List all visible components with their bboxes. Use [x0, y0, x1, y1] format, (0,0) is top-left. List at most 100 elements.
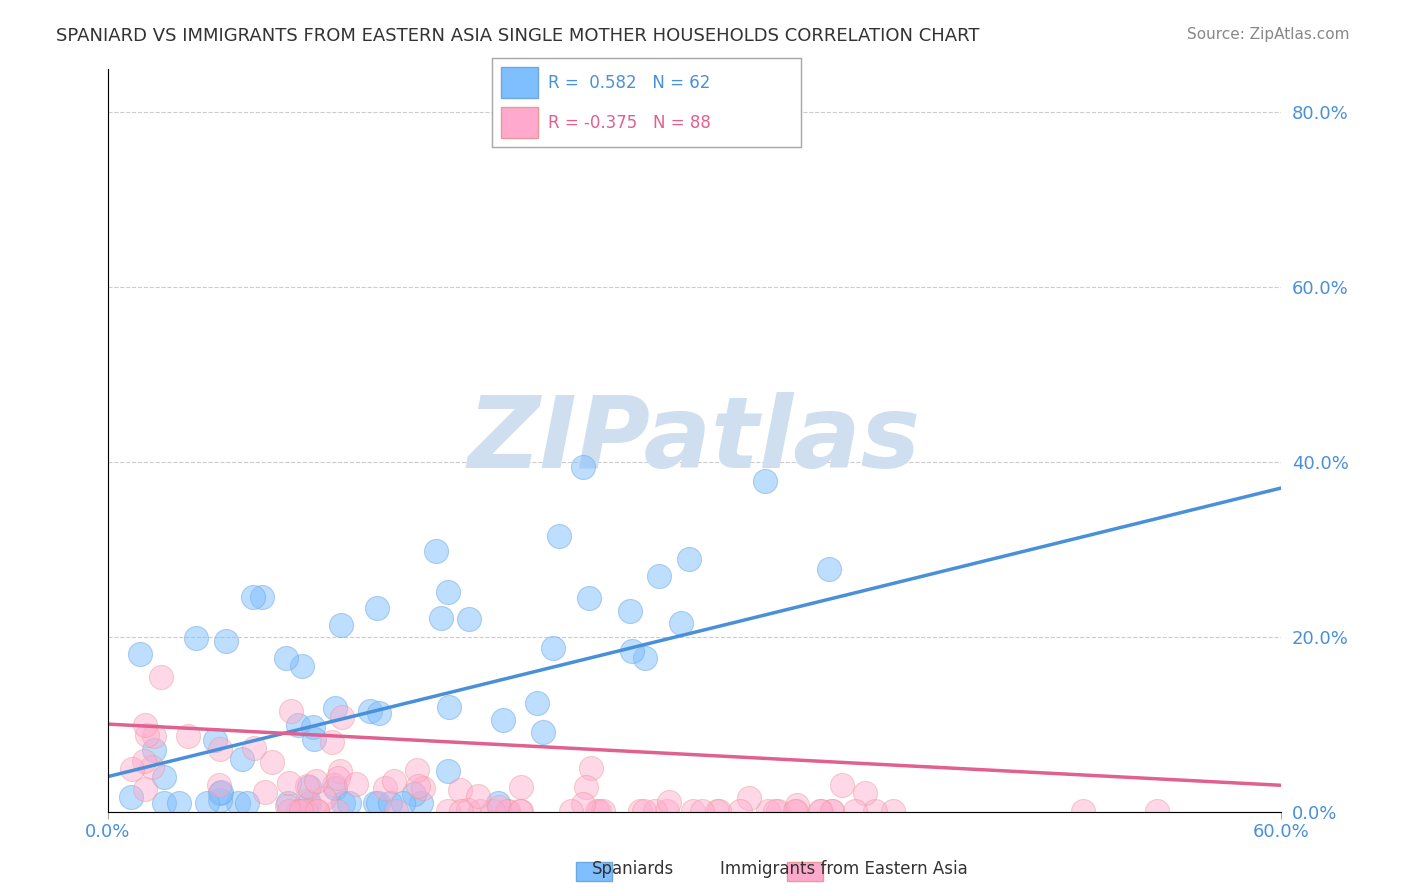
Point	[337, 796, 360, 810]
Point	[152, 796, 174, 810]
Point	[344, 777, 367, 791]
Point	[323, 700, 346, 714]
Point	[1071, 804, 1094, 818]
Point	[195, 796, 218, 810]
Point	[329, 764, 352, 778]
Point	[129, 647, 152, 661]
Point	[298, 780, 321, 795]
Point	[808, 804, 831, 818]
Point	[496, 804, 519, 818]
Point	[325, 781, 347, 796]
Point	[853, 787, 876, 801]
Point	[325, 804, 347, 818]
Point	[405, 764, 427, 778]
Point	[184, 631, 207, 645]
Point	[572, 459, 595, 474]
Point	[382, 774, 405, 789]
Point	[682, 804, 704, 818]
Point	[253, 785, 276, 799]
Point	[380, 796, 402, 810]
Text: Source: ZipAtlas.com: Source: ZipAtlas.com	[1187, 27, 1350, 42]
Text: R = -0.375   N = 88: R = -0.375 N = 88	[548, 114, 710, 132]
Point	[208, 742, 231, 756]
Point	[690, 804, 713, 818]
Text: SPANIARD VS IMMIGRANTS FROM EASTERN ASIA SINGLE MOTHER HOUSEHOLDS CORRELATION CH: SPANIARD VS IMMIGRANTS FROM EASTERN ASIA…	[56, 27, 980, 45]
Point	[486, 796, 509, 810]
Point	[768, 804, 790, 818]
Text: Spaniards: Spaniards	[592, 860, 673, 878]
Point	[294, 804, 316, 818]
Point	[298, 796, 321, 810]
Point	[277, 796, 299, 810]
Point	[644, 804, 666, 818]
Point	[588, 804, 610, 818]
Point	[882, 804, 904, 818]
Point	[364, 796, 387, 810]
Point	[149, 670, 172, 684]
Text: ZIPatlas: ZIPatlas	[468, 392, 921, 489]
Point	[411, 796, 433, 810]
Point	[226, 796, 249, 810]
Point	[305, 774, 328, 789]
Point	[658, 795, 681, 809]
Point	[628, 804, 651, 818]
Point	[481, 804, 503, 818]
Point	[457, 803, 479, 817]
Point	[314, 791, 336, 805]
Point	[592, 804, 614, 818]
Point	[509, 804, 531, 818]
Point	[374, 780, 396, 795]
Point	[585, 804, 607, 818]
Point	[392, 796, 415, 810]
Point	[278, 775, 301, 789]
Bar	[502, 107, 538, 138]
Bar	[502, 67, 538, 98]
Point	[287, 804, 309, 818]
Point	[243, 740, 266, 755]
Point	[541, 640, 564, 655]
Point	[215, 633, 238, 648]
Point	[153, 770, 176, 784]
Point	[406, 779, 429, 793]
Point	[620, 644, 643, 658]
Point	[330, 710, 353, 724]
Point	[367, 796, 389, 810]
Point	[467, 789, 489, 803]
Point	[863, 804, 886, 818]
Point	[322, 778, 344, 792]
Point	[332, 796, 354, 810]
Point	[304, 731, 326, 746]
Point	[531, 725, 554, 739]
Point	[209, 785, 232, 799]
Point	[786, 797, 808, 812]
Point	[579, 761, 602, 775]
Point	[359, 704, 381, 718]
Point	[177, 729, 200, 743]
Point	[578, 591, 600, 605]
Point	[488, 800, 510, 814]
Point	[280, 704, 302, 718]
Point	[367, 706, 389, 720]
Point	[136, 728, 159, 742]
Point	[302, 720, 325, 734]
Point	[242, 590, 264, 604]
Point	[321, 735, 343, 749]
Point	[143, 730, 166, 744]
Text: R =  0.582   N = 62: R = 0.582 N = 62	[548, 74, 710, 92]
Point	[754, 475, 776, 489]
Point	[167, 796, 190, 810]
Point	[262, 755, 284, 769]
Point	[526, 696, 548, 710]
Point	[575, 780, 598, 795]
Point	[821, 804, 844, 818]
Point	[276, 651, 298, 665]
Point	[208, 779, 231, 793]
Point	[437, 764, 460, 779]
Point	[619, 604, 641, 618]
Point	[437, 700, 460, 714]
Point	[458, 612, 481, 626]
Point	[548, 529, 571, 543]
Point	[297, 794, 319, 808]
Point	[763, 804, 786, 818]
Point	[492, 713, 515, 727]
